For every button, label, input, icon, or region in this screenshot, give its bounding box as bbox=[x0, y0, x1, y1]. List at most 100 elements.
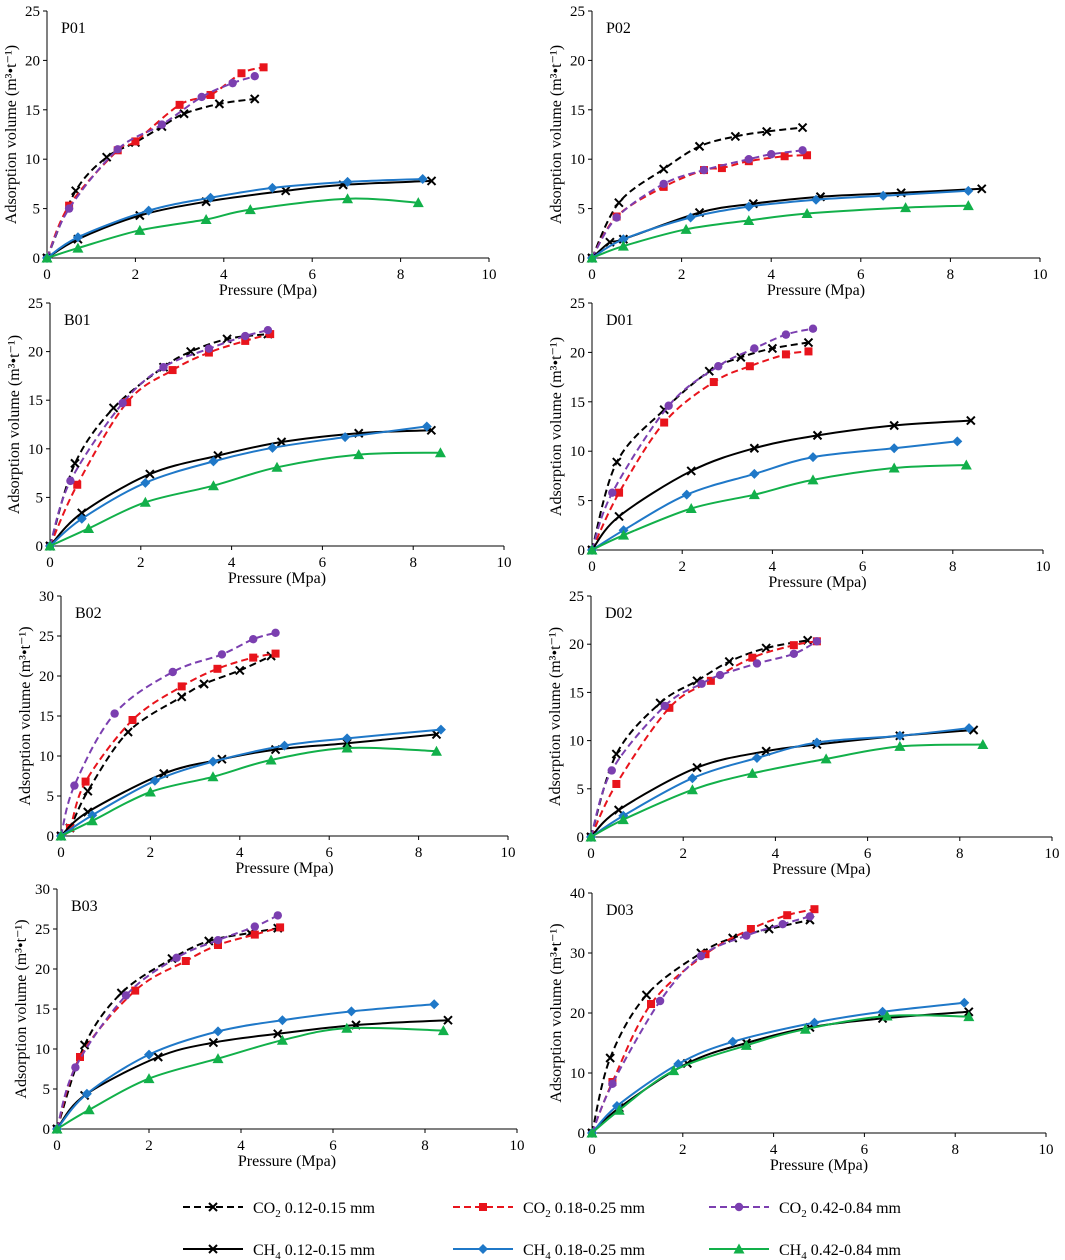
y-tick-label: 10 bbox=[39, 749, 54, 765]
panel-title: D01 bbox=[606, 312, 634, 329]
x-tick-label: 6 bbox=[325, 845, 333, 861]
y-tick-label: 5 bbox=[577, 782, 585, 798]
data-point bbox=[81, 777, 90, 786]
series-5 bbox=[56, 724, 446, 841]
x-tick-label: 4 bbox=[236, 845, 244, 861]
data-point bbox=[608, 488, 617, 497]
data-point bbox=[647, 1000, 656, 1008]
legend-marker bbox=[734, 1202, 744, 1212]
x-tick-label: 10 bbox=[497, 555, 512, 571]
data-point bbox=[429, 999, 440, 1010]
series-line bbox=[46, 75, 256, 259]
y-tick-label: 0 bbox=[33, 251, 41, 267]
legend-marker bbox=[479, 1203, 487, 1211]
series-line bbox=[590, 727, 970, 838]
y-tick-label: 5 bbox=[36, 490, 44, 506]
data-point bbox=[611, 749, 622, 759]
series-4 bbox=[587, 1007, 974, 1138]
series-line bbox=[56, 914, 279, 1130]
data-point bbox=[660, 418, 669, 427]
series-6 bbox=[586, 1010, 975, 1138]
series-line bbox=[60, 746, 437, 837]
data-point bbox=[341, 1022, 353, 1033]
data-point bbox=[694, 141, 705, 152]
data-point bbox=[250, 72, 259, 81]
data-point bbox=[131, 137, 140, 146]
data-point bbox=[585, 831, 597, 842]
data-point bbox=[717, 164, 726, 173]
x-axis-label: Pressure (Mpa) bbox=[772, 861, 870, 878]
series-1 bbox=[52, 923, 283, 1134]
data-point bbox=[276, 437, 287, 447]
data-point bbox=[797, 122, 808, 133]
y-tick-label: 0 bbox=[578, 1126, 586, 1142]
data-point bbox=[276, 923, 285, 932]
data-point bbox=[686, 784, 698, 795]
y-tick-label: 10 bbox=[570, 444, 585, 460]
data-point bbox=[65, 824, 74, 832]
y-axis-label: Adsorption volume (m³•t⁻¹) bbox=[3, 45, 20, 224]
series-line bbox=[56, 1019, 449, 1130]
y-tick-label: 0 bbox=[43, 1122, 51, 1138]
y-tick-label: 5 bbox=[578, 202, 586, 218]
chart-panel-p02: 0 2 4 6 8 10 0 5 10 15 20 25 Pressure (Mpa) Adsorptio… bbox=[548, 4, 1048, 299]
data-point bbox=[110, 709, 119, 718]
data-point bbox=[655, 996, 665, 1006]
y-tick-label: 20 bbox=[570, 1006, 585, 1022]
y-tick-label: 25 bbox=[569, 589, 584, 605]
data-point bbox=[709, 378, 718, 387]
data-point bbox=[612, 779, 621, 788]
data-point bbox=[131, 986, 140, 995]
y-tick-label: 10 bbox=[569, 734, 584, 750]
data-point bbox=[134, 224, 146, 235]
legend: CO2 0.12-0.15 mm CO2 0.18-0.25 mm CO2 0.42… bbox=[183, 1200, 902, 1260]
data-point bbox=[123, 398, 132, 407]
y-tick-label: 20 bbox=[39, 669, 54, 685]
y-tick-label: 20 bbox=[35, 962, 50, 978]
y-tick-label: 5 bbox=[47, 789, 55, 805]
data-point bbox=[614, 511, 624, 522]
data-point bbox=[72, 232, 83, 243]
data-point bbox=[208, 456, 219, 467]
data-point bbox=[748, 489, 760, 500]
series-2 bbox=[43, 63, 268, 262]
data-point bbox=[139, 496, 151, 507]
data-point bbox=[207, 756, 218, 767]
y-tick-label: 20 bbox=[28, 345, 43, 361]
data-point bbox=[197, 92, 206, 102]
data-point bbox=[259, 63, 268, 72]
x-tick-label: 6 bbox=[859, 559, 867, 575]
x-axis-label: Pressure (Mpa) bbox=[770, 1157, 868, 1174]
x-tick-label: 6 bbox=[329, 1138, 337, 1154]
data-point bbox=[614, 197, 624, 208]
series-5 bbox=[587, 997, 970, 1138]
data-point bbox=[342, 733, 353, 744]
data-point bbox=[889, 443, 900, 454]
series-4 bbox=[586, 725, 979, 842]
series-line bbox=[46, 97, 255, 259]
data-point bbox=[789, 641, 798, 650]
data-point bbox=[44, 540, 56, 551]
data-point bbox=[743, 201, 754, 212]
data-point bbox=[244, 204, 256, 215]
data-point bbox=[746, 767, 758, 778]
data-point bbox=[143, 205, 154, 216]
data-point bbox=[412, 197, 424, 208]
data-point bbox=[685, 212, 696, 223]
data-point bbox=[213, 1026, 223, 1037]
y-tick-label: 0 bbox=[47, 829, 55, 845]
data-point bbox=[70, 458, 80, 469]
series-3 bbox=[56, 628, 280, 841]
data-point bbox=[207, 771, 219, 782]
data-point bbox=[692, 762, 702, 773]
series-line bbox=[591, 204, 969, 259]
data-point bbox=[664, 401, 673, 410]
legend-entry-5: CH4 0.18-0.25 mm bbox=[453, 1242, 646, 1260]
data-point bbox=[881, 1010, 893, 1021]
x-tick-label: 4 bbox=[228, 555, 236, 571]
data-point bbox=[963, 185, 974, 196]
x-tick-label: 10 bbox=[1033, 267, 1048, 283]
data-point bbox=[701, 950, 710, 959]
series-line bbox=[591, 1001, 965, 1134]
data-point bbox=[888, 462, 900, 473]
